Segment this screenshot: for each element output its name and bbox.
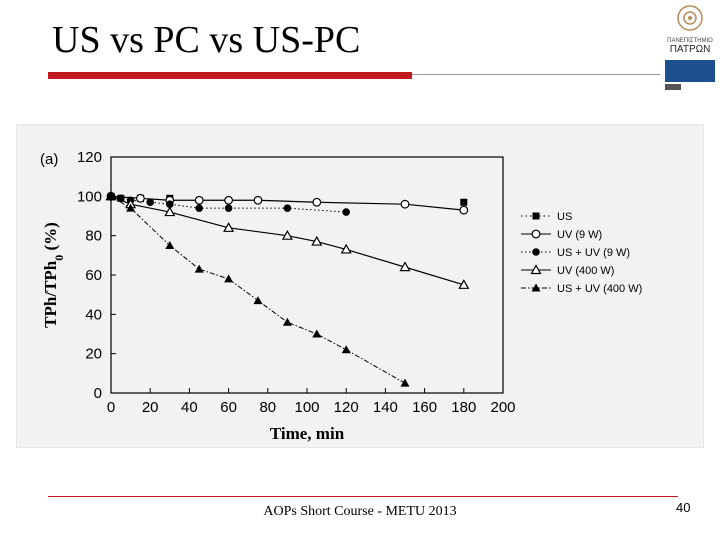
x-tick-label: 140	[373, 399, 398, 416]
logo-blue-band	[665, 60, 715, 82]
x-tick-label: 100	[294, 399, 319, 416]
data-point-1-5	[253, 195, 263, 205]
page-number: 40	[676, 500, 691, 515]
data-point-3-6	[340, 243, 352, 254]
data-point-2-5	[195, 204, 203, 212]
x-tick-label: 0	[107, 399, 115, 416]
data-point-1-8	[459, 205, 469, 215]
data-point-4-3	[194, 264, 204, 273]
y-tick-label: 80	[85, 228, 102, 245]
data-point-4-9	[400, 378, 410, 387]
legend-marker-3	[530, 264, 542, 275]
x-tick-label: 120	[334, 399, 359, 416]
y-tick-label: 0	[94, 385, 102, 402]
data-point-2-6	[224, 204, 233, 212]
data-point-1-3	[194, 195, 204, 205]
data-point-1-1	[135, 193, 145, 203]
logo-emblem	[677, 5, 703, 31]
data-point-4-1	[126, 203, 136, 212]
data-point-2-7	[283, 204, 292, 212]
data-point-4-8	[341, 345, 351, 354]
x-tick-label: 200	[490, 399, 515, 416]
legend-marker-1	[531, 229, 541, 239]
data-point-4-2	[165, 241, 175, 249]
university-logo: ΠΑΝΕΠΙΣΤΗΜΙΟ ΠΑΤΡΩΝ	[665, 5, 715, 90]
series-line-4	[110, 195, 406, 384]
x-tick-label: 40	[181, 399, 198, 416]
legend-label-3: UV (400 W)	[557, 265, 614, 277]
data-point-2-3	[146, 198, 154, 207]
footer-rule	[48, 496, 678, 497]
chart: (a) 0 20 40 60 80 100 120 140 160 180 200 0 20 40 60 80…	[40, 149, 642, 443]
legend-label-2: US + UV (9 W)	[557, 247, 630, 259]
data-point-1-7	[400, 199, 410, 209]
legend-label-1: UV (9 W)	[557, 229, 602, 241]
slide-title: US vs PC vs US-PC	[52, 19, 361, 61]
data-point-3-8	[458, 279, 470, 289]
legend-label-4: US + UV (400 W)	[557, 283, 642, 295]
axis-ticks: 0 20 40 60 80 100 120 140 160 180 200 0 20 40 60 80 100 1…	[77, 149, 516, 416]
x-tick-label: 60	[220, 399, 237, 416]
data-point-3-2	[164, 206, 176, 217]
title-underline-gray	[412, 74, 660, 75]
data-point-3-5	[311, 235, 323, 246]
x-axis-title: Time, min	[270, 424, 345, 443]
data-point-3-7	[399, 261, 411, 272]
data-point-4-5	[253, 296, 263, 305]
logo-line2: ΠΑΤΡΩΝ	[670, 44, 711, 55]
legend: US UV (9 W) US + UV (9 W) UV (400 W) US + UV…	[521, 211, 642, 295]
data-point-3-3	[223, 222, 235, 232]
y-tick-label: 40	[85, 306, 102, 323]
x-tick-label: 160	[412, 399, 437, 416]
logo-small-badge	[665, 84, 681, 90]
data-point-1-6	[312, 197, 322, 207]
legend-label-0: US	[557, 211, 572, 223]
data-point-1-4	[224, 195, 234, 205]
series-markers	[105, 190, 470, 387]
legend-marker-4	[531, 283, 541, 292]
data-point-2-8	[342, 208, 351, 216]
footer-text: AOPs Short Course - METU 2013	[263, 504, 457, 519]
data-point-4-0	[106, 191, 116, 200]
data-point-0-4	[460, 198, 468, 206]
data-point-4-4	[224, 274, 234, 283]
data-point-3-4	[281, 229, 293, 240]
y-tick-label: 60	[85, 267, 102, 284]
legend-marker-0	[532, 212, 540, 220]
legend-marker-2	[532, 248, 540, 256]
y-tick-label: 20	[85, 346, 102, 363]
x-tick-label: 20	[142, 399, 159, 416]
x-tick-label: 180	[451, 399, 476, 416]
data-point-2-4	[166, 200, 174, 208]
y-tick-label: 120	[77, 149, 102, 166]
title-underline-red	[48, 72, 412, 79]
series-lines	[110, 195, 464, 384]
data-point-2-1	[117, 194, 125, 203]
plot-area	[110, 156, 504, 394]
data-point-4-6	[282, 317, 292, 326]
chart-panel-label: (a)	[40, 151, 58, 168]
y-axis-title: TPh/TPh0 (%)	[41, 222, 66, 328]
data-point-4-7	[312, 329, 322, 338]
logo-line1: ΠΑΝΕΠΙΣΤΗΜΙΟ	[667, 38, 713, 44]
x-tick-label: 80	[259, 399, 276, 416]
y-tick-label: 100	[77, 188, 102, 205]
figure-panel	[16, 124, 704, 448]
